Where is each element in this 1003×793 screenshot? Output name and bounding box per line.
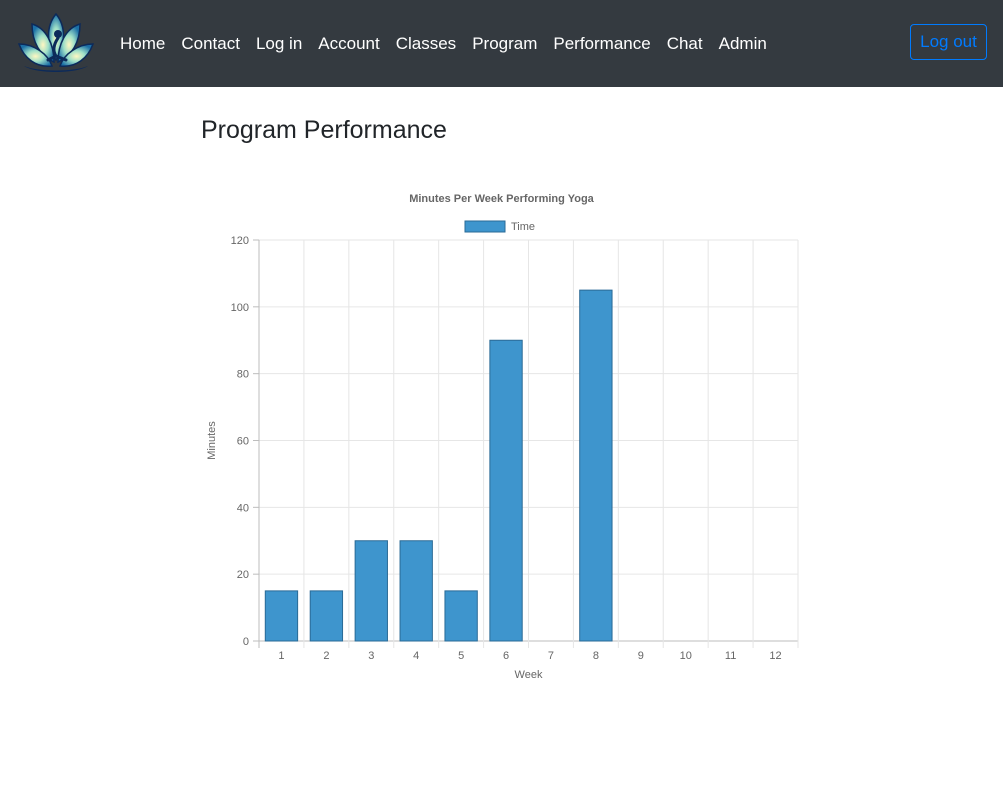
bar-week-1 bbox=[264, 590, 299, 642]
nav-link-program[interactable]: Program bbox=[472, 33, 538, 53]
y-tick-label: 60 bbox=[237, 436, 249, 448]
main-nav: Home Contact Log in Account Classes Prog… bbox=[112, 0, 775, 87]
bar-week-6 bbox=[489, 339, 523, 642]
nav-link-contact[interactable]: Contact bbox=[181, 33, 240, 53]
chart-title: Minutes Per Week Performing Yoga bbox=[409, 193, 594, 205]
nav-link-classes[interactable]: Classes bbox=[395, 33, 457, 53]
nav-link-performance[interactable]: Performance bbox=[553, 33, 651, 53]
performance-bar-chart: Minutes Per Week Performing Yoga Time 0 20 4… bbox=[206, 193, 799, 681]
x-axis-title: Week bbox=[515, 669, 543, 681]
nav-link-log-in[interactable]: Log in bbox=[255, 33, 303, 53]
legend-label: Time bbox=[511, 221, 535, 233]
y-tick-label: 100 bbox=[231, 302, 249, 314]
bar-week-4 bbox=[399, 540, 433, 642]
y-tick-label: 0 bbox=[243, 636, 249, 648]
logout-button[interactable]: Log out bbox=[910, 24, 987, 60]
legend-swatch bbox=[464, 220, 506, 233]
x-tick-label: 9 bbox=[638, 650, 644, 662]
nav-link-home[interactable]: Home bbox=[120, 33, 166, 53]
y-tick-label: 80 bbox=[237, 369, 249, 381]
page-title: Program Performance bbox=[201, 116, 447, 144]
y-tick-label: 40 bbox=[237, 502, 249, 514]
x-tick-label: 3 bbox=[368, 650, 374, 662]
y-tick-label: 20 bbox=[237, 569, 249, 581]
x-tick-label: 6 bbox=[503, 650, 509, 662]
y-tick-label: 120 bbox=[231, 235, 249, 247]
x-tick-label: 12 bbox=[769, 650, 781, 662]
x-tick-label: 8 bbox=[593, 650, 599, 662]
x-tick-label: 11 bbox=[725, 650, 736, 662]
x-tick-label: 4 bbox=[413, 650, 419, 662]
x-tick-label: 2 bbox=[323, 650, 329, 662]
x-tick-label: 5 bbox=[458, 650, 464, 662]
x-tick-label: 1 bbox=[278, 650, 284, 662]
nav-link-chat[interactable]: Chat bbox=[666, 33, 703, 53]
y-axis-title: Minutes bbox=[206, 421, 218, 460]
x-tick-label: 7 bbox=[548, 650, 554, 662]
nav-link-account[interactable]: Account bbox=[318, 33, 380, 53]
lotus-yoga-logo-icon[interactable] bbox=[16, 10, 96, 76]
bar-week-8 bbox=[579, 289, 613, 642]
bar-week-3 bbox=[354, 540, 388, 642]
nav-link-admin[interactable]: Admin bbox=[718, 33, 767, 53]
x-tick-label: 10 bbox=[680, 650, 692, 662]
bar-week-2 bbox=[309, 590, 344, 642]
top-navbar: Home Contact Log in Account Classes Prog… bbox=[0, 0, 1003, 87]
bar-week-5 bbox=[444, 590, 478, 642]
